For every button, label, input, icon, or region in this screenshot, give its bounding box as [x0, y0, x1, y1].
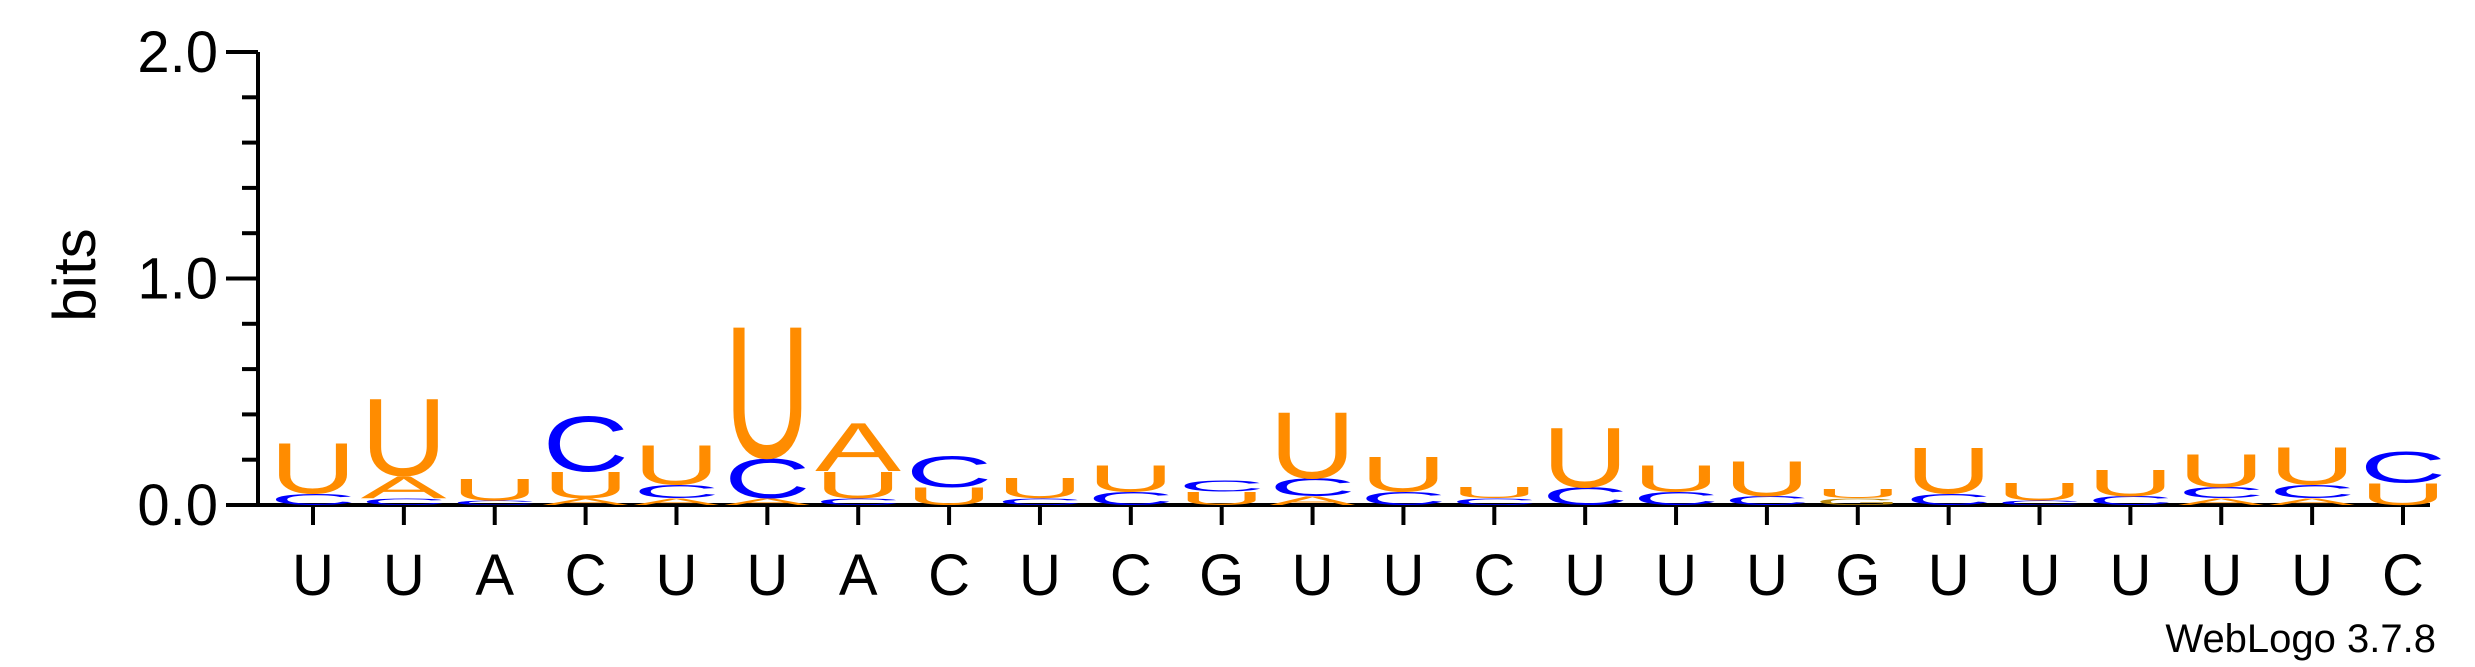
logo-glyph: U [270, 428, 356, 509]
x-tick-label: U [1292, 543, 1334, 608]
logo-glyph: C [1179, 477, 1265, 495]
logo-glyph: C [1451, 496, 1537, 507]
x-tick-label: U [2019, 543, 2061, 608]
x-tick-label: U [1382, 543, 1424, 608]
logo-glyph: C [270, 491, 356, 509]
logo-glyph: A [633, 497, 719, 508]
x-tick-label: G [1835, 543, 1880, 608]
x-tick-label: C [1473, 543, 1515, 608]
y-ticks: 0.0 1.0 2.0 [137, 20, 258, 538]
logo-glyph: C [815, 496, 901, 507]
logo-glyph: U [2087, 462, 2173, 504]
logo-glyph: G [1815, 496, 1901, 507]
x-tick-label: U [1928, 543, 1970, 608]
y-axis-label: bits [41, 228, 108, 321]
logo-glyph: U [1905, 435, 1991, 508]
logo-glyph: C [452, 499, 538, 506]
weblogo-version-label: WebLogo 3.7.8 [2165, 617, 2436, 661]
x-tick-label: U [1746, 543, 1788, 608]
logo-glyph: U [361, 377, 447, 500]
logo-glyph: C [906, 447, 992, 496]
logo-glyph: C [1905, 491, 1991, 509]
logo-glyph: U [633, 433, 719, 497]
logo-glyph: U [1724, 451, 1810, 507]
x-tick-label: G [1199, 543, 1244, 608]
logo-glyph: A [2178, 497, 2264, 508]
x-tick-label: U [1655, 543, 1697, 608]
x-tick-label: C [2382, 543, 2424, 608]
x-tick-label: C [928, 543, 970, 608]
x-tick-label: U [656, 543, 698, 608]
logo-glyph: C [1360, 488, 1446, 509]
logo-glyph: U [1633, 457, 1719, 499]
logo-glyph: U [1179, 488, 1265, 509]
logo-glyph: C [2269, 481, 2355, 502]
logo-glyph: C [724, 447, 810, 511]
x-tick-label: A [839, 543, 878, 608]
logo-glyph: U [2178, 445, 2264, 497]
y-tick-label: 0.0 [137, 473, 218, 538]
x-tick-label: C [1110, 543, 1152, 608]
logo-glyph: C [633, 481, 719, 502]
logo-glyph: U [1088, 457, 1174, 499]
logo-glyph: U [1360, 446, 1446, 502]
x-tick-label: U [746, 543, 788, 608]
x-tick-label: U [383, 543, 425, 608]
logo-glyph: U [724, 288, 810, 498]
logo-glyph: C [1088, 488, 1174, 509]
logo-glyph: A [2269, 497, 2355, 508]
x-tick-label: U [2109, 543, 2151, 608]
logo-glyph: A [1269, 494, 1355, 508]
logo-glyph: C [2087, 494, 2173, 508]
x-tick-label: A [475, 543, 514, 608]
logo-glyph: A [724, 497, 810, 508]
logo-glyph: U [1542, 410, 1628, 505]
logo-glyph: C [1724, 494, 1810, 508]
y-tick-label: 2.0 [137, 20, 218, 85]
x-tick-label: U [292, 543, 334, 608]
logo-glyph: U [452, 472, 538, 507]
logo-glyph: C [1633, 488, 1719, 509]
logo-glyph: C [2360, 443, 2446, 492]
logo-glyph: U [997, 473, 1083, 505]
logo-glyph: C [1996, 499, 2082, 506]
logo-glyph: U [2269, 436, 2355, 496]
logo-glyph: U [815, 464, 901, 506]
logo-glyph: C [997, 496, 1083, 507]
x-tick-label: C [565, 543, 607, 608]
logo-glyph: C [2178, 484, 2264, 502]
y-tick-label: 1.0 [137, 247, 218, 312]
x-tick-label: U [1564, 543, 1606, 608]
logo-glyph: C [1269, 474, 1355, 502]
logo-glyph: A [542, 497, 628, 508]
logo-glyph: U [1996, 478, 2082, 506]
x-tick-label: U [2200, 543, 2242, 608]
logo-glyph: U [542, 464, 628, 506]
logo-glyph: C [542, 400, 628, 488]
logo-glyph: A [815, 408, 901, 486]
x-tick-label: U [1019, 543, 1061, 608]
x-tick-label: U [2291, 543, 2333, 608]
logo-glyph: U [1269, 393, 1355, 498]
logo-glyph: A [361, 470, 448, 505]
logo-glyph: U [1815, 487, 1901, 501]
logo-glyph: C [361, 496, 447, 507]
logo-glyph: U [1451, 484, 1537, 502]
